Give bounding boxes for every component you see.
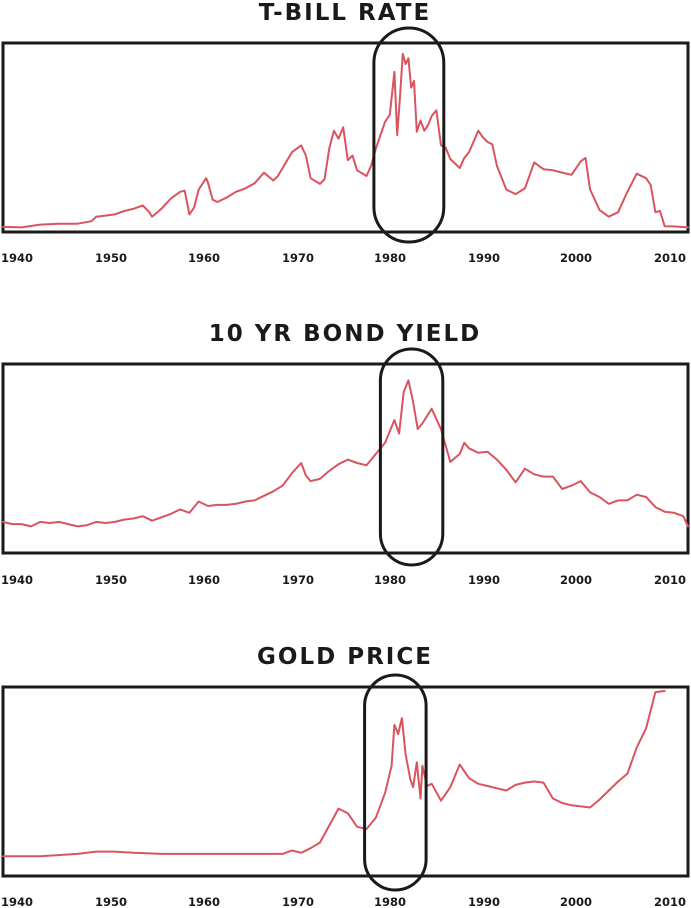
x-tick-label: 2010 [654, 573, 686, 587]
x-tick-label: 1990 [468, 573, 500, 587]
x-tick-label: 2000 [560, 251, 592, 265]
x-tick-label: 1940 [1, 895, 33, 908]
chart-gold-price: GOLD PRICE 1940 1950 1960 1970 1980 1990 2000 2… [1, 644, 690, 908]
x-tick-label: 1970 [282, 895, 314, 908]
x-tick-label: 1980 [374, 573, 406, 587]
x-tick-label: 1960 [188, 573, 220, 587]
x-tick-label: 1980 [374, 251, 406, 265]
highlight-ellipse [363, 673, 428, 892]
x-axis-ticks: 1940 1950 1960 1970 1980 1990 2000 2010 [1, 251, 686, 265]
chart-title: T-BILL RATE [259, 0, 431, 26]
chart-bond-yield: 10 YR BOND YIELD 1940 1950 1960 1970 1980 199… [1, 321, 690, 587]
x-tick-label: 1990 [468, 895, 500, 908]
plot-frame [1, 362, 690, 555]
x-tick-label: 1980 [374, 895, 406, 908]
x-tick-label: 1990 [468, 251, 500, 265]
x-tick-label: 2010 [654, 895, 686, 908]
x-tick-label: 1950 [95, 573, 127, 587]
chart-tbill: T-BILL RATE 1940 1950 1960 1970 1980 1990 2000… [1, 0, 690, 265]
highlight-ellipse [372, 26, 446, 244]
x-tick-label: 1960 [188, 251, 220, 265]
chart-title: GOLD PRICE [257, 644, 433, 670]
x-tick-label: 1950 [95, 251, 127, 265]
plot-frame [1, 685, 690, 878]
x-tick-label: 1940 [1, 251, 33, 265]
x-tick-label: 2000 [560, 573, 592, 587]
x-tick-label: 1970 [282, 573, 314, 587]
x-tick-label: 1960 [188, 895, 220, 908]
x-tick-label: 2010 [654, 251, 686, 265]
x-tick-label: 2000 [560, 895, 592, 908]
x-tick-label: 1950 [95, 895, 127, 908]
series-line [2, 690, 666, 858]
plot-frame [1, 41, 690, 234]
series-group [2, 52, 689, 229]
series-group [2, 690, 666, 858]
x-axis-ticks: 1940 1950 1960 1970 1980 1990 2000 2010 [1, 573, 686, 587]
highlight-ellipse [378, 347, 445, 567]
x-axis-ticks: 1940 1950 1960 1970 1980 1990 2000 2010 [1, 895, 686, 908]
series-line [2, 379, 689, 528]
series-group [2, 379, 689, 528]
chart-title: 10 YR BOND YIELD [209, 321, 482, 347]
series-line [2, 52, 689, 229]
x-tick-label: 1970 [282, 251, 314, 265]
x-tick-label: 1940 [1, 573, 33, 587]
